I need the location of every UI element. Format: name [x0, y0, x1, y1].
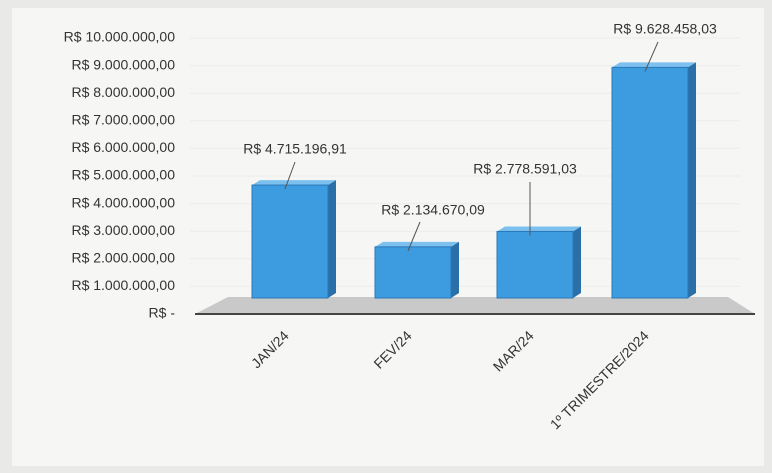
- bar-side: [328, 180, 336, 298]
- leader-line: [644, 41, 659, 72]
- y-tick-label: R$ 9.000.000,00: [71, 56, 175, 72]
- y-tick-label: R$ 5.000.000,00: [71, 167, 175, 183]
- y-tick-label: R$ 4.000.000,00: [71, 194, 175, 210]
- bar: [374, 246, 452, 299]
- value-label: R$ 9.628.458,03: [613, 21, 717, 37]
- y-tick-label: R$ 7.000.000,00: [71, 112, 175, 128]
- floor: [195, 297, 755, 314]
- value-label: R$ 2.778.591,03: [473, 161, 577, 177]
- bar-top: [252, 180, 336, 186]
- bar: [496, 230, 574, 299]
- value-label: R$ 4.715.196,91: [243, 141, 347, 157]
- value-label: R$ 2.134.670,09: [381, 202, 485, 218]
- bar: [251, 184, 329, 299]
- y-tick-label: R$ -: [149, 305, 176, 321]
- bar-top: [375, 241, 459, 247]
- bar-top: [612, 62, 696, 68]
- y-tick-label: R$ 1.000.000,00: [71, 277, 175, 293]
- bar-top: [497, 226, 581, 232]
- y-tick-label: R$ 6.000.000,00: [71, 139, 175, 155]
- bar-side: [451, 241, 459, 298]
- y-tick-label: R$ 10.000.000,00: [64, 29, 176, 45]
- y-tick-label: R$ 2.000.000,00: [71, 250, 175, 266]
- bar-side: [688, 62, 696, 298]
- y-tick-label: R$ 3.000.000,00: [71, 222, 175, 238]
- leader-line: [284, 161, 296, 190]
- leader-line: [407, 221, 421, 252]
- bar: [611, 66, 689, 299]
- y-tick-label: R$ 8.000.000,00: [71, 84, 175, 100]
- bar-side: [573, 226, 581, 298]
